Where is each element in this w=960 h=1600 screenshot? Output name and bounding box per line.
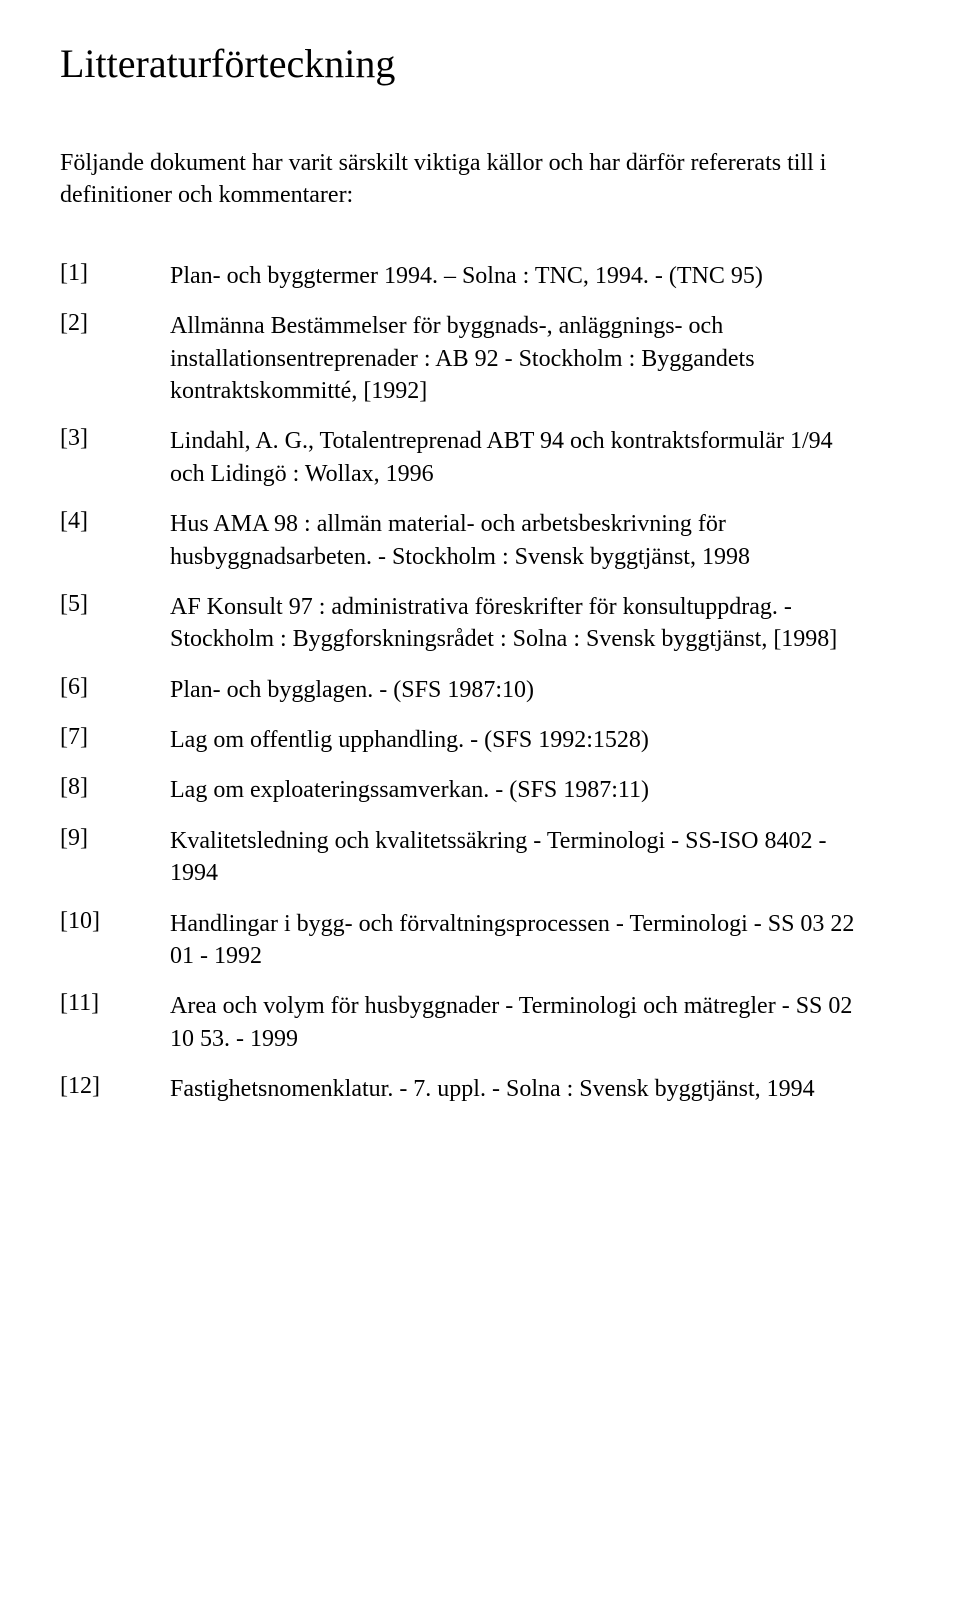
reference-row: [12]Fastighetsnomenklatur. - 7. uppl. - … [60,1073,860,1105]
reference-number: [11] [60,990,170,1055]
reference-text: Lag om exploateringssamverkan. - (SFS 19… [170,774,860,806]
reference-text: Fastighetsnomenklatur. - 7. uppl. - Soln… [170,1073,860,1105]
page-title: Litteraturförteckning [60,40,860,87]
reference-number: [10] [60,908,170,973]
reference-row: [6]Plan- och bygglagen. - (SFS 1987:10) [60,674,860,706]
reference-number: [12] [60,1073,170,1105]
reference-number: [6] [60,674,170,706]
reference-row: [8]Lag om exploateringssamverkan. - (SFS… [60,774,860,806]
reference-text: AF Konsult 97 : administrativa föreskrif… [170,591,860,656]
reference-number: [3] [60,425,170,490]
reference-row: [1]Plan- och byggtermer 1994. – Solna : … [60,260,860,292]
reference-number: [7] [60,724,170,756]
reference-row: [3]Lindahl, A. G., Totalentreprenad ABT … [60,425,860,490]
reference-text: Handlingar i bygg- och förvaltningsproce… [170,908,860,973]
reference-row: [9]Kvalitetsledning och kvalitetssäkring… [60,825,860,890]
reference-number: [2] [60,310,170,407]
reference-row: [11]Area och volym för husbyggnader - Te… [60,990,860,1055]
reference-text: Allmänna Bestämmelser för byggnads-, anl… [170,310,860,407]
reference-number: [1] [60,260,170,292]
intro-paragraph: Följande dokument har varit särskilt vik… [60,147,860,212]
reference-text: Hus AMA 98 : allmän material- och arbets… [170,508,860,573]
reference-list: [1]Plan- och byggtermer 1994. – Solna : … [60,242,860,1124]
reference-text: Lindahl, A. G., Totalentreprenad ABT 94 … [170,425,860,490]
reference-text: Plan- och byggtermer 1994. – Solna : TNC… [170,260,860,292]
reference-row: [7]Lag om offentlig upphandling. - (SFS … [60,724,860,756]
page: Litteraturförteckning Följande dokument … [0,0,960,1600]
reference-text: Area och volym för husbyggnader - Termin… [170,990,860,1055]
reference-row: [10]Handlingar i bygg- och förvaltningsp… [60,908,860,973]
reference-text: Plan- och bygglagen. - (SFS 1987:10) [170,674,860,706]
reference-text: Lag om offentlig upphandling. - (SFS 199… [170,724,860,756]
reference-row: [5]AF Konsult 97 : administrativa föresk… [60,591,860,656]
reference-number: [5] [60,591,170,656]
reference-row: [4]Hus AMA 98 : allmän material- och arb… [60,508,860,573]
reference-number: [4] [60,508,170,573]
reference-number: [9] [60,825,170,890]
reference-text: Kvalitetsledning och kvalitetssäkring - … [170,825,860,890]
reference-row: [2]Allmänna Bestämmelser för byggnads-, … [60,310,860,407]
reference-number: [8] [60,774,170,806]
